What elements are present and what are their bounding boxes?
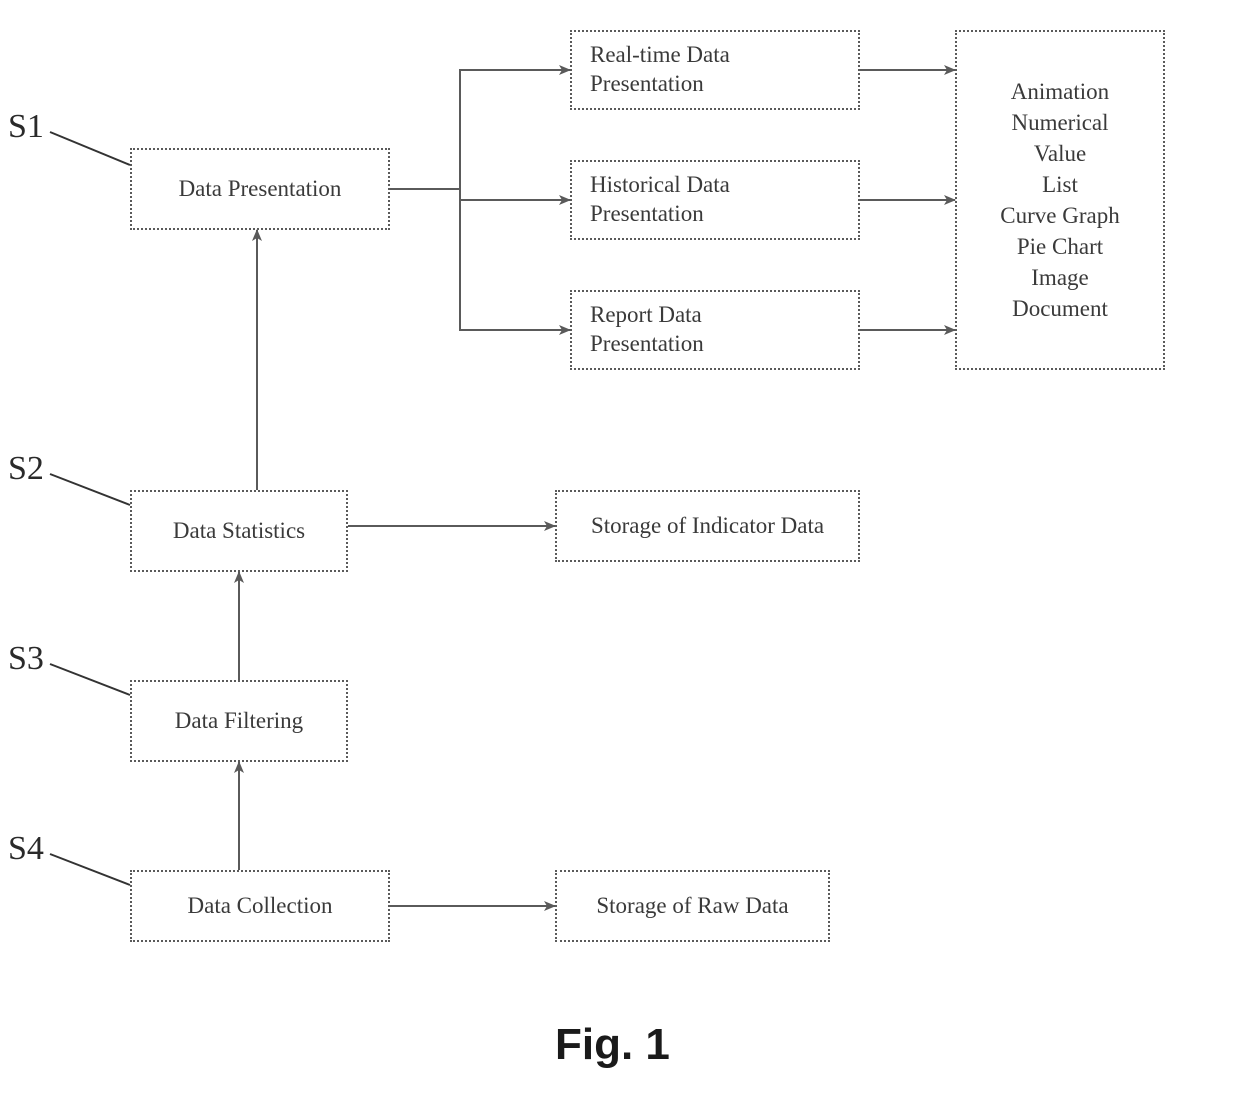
- node-data-filtering: Data Filtering: [130, 680, 348, 762]
- output-item: Document: [1012, 293, 1108, 324]
- node-data-presentation: Data Presentation: [130, 148, 390, 230]
- node-report-presentation: Report DataPresentation: [570, 290, 860, 370]
- output-item: Curve Graph: [1000, 200, 1119, 231]
- node-data-collection: Data Collection: [130, 870, 390, 942]
- output-item: Numerical: [1011, 107, 1108, 138]
- output-item: Value: [1034, 138, 1086, 169]
- output-item: List: [1042, 169, 1078, 200]
- output-item: Animation: [1011, 76, 1109, 107]
- output-item: Image: [1031, 262, 1088, 293]
- diagram-canvas: S1 S2 S3 S4 Data Presentation Data Stati…: [0, 0, 1240, 1099]
- node-output-list: Animation Numerical Value List Curve Gra…: [955, 30, 1165, 370]
- step-label-s1: S1: [8, 108, 44, 146]
- step-label-s4: S4: [8, 830, 44, 868]
- node-data-statistics: Data Statistics: [130, 490, 348, 572]
- node-realtime-presentation: Real-time DataPresentation: [570, 30, 860, 110]
- step-label-s3: S3: [8, 640, 44, 678]
- output-item: Pie Chart: [1017, 231, 1103, 262]
- figure-caption: Fig. 1: [555, 1020, 670, 1070]
- step-label-s2: S2: [8, 450, 44, 488]
- node-historical-presentation: Historical DataPresentation: [570, 160, 860, 240]
- node-storage-raw: Storage of Raw Data: [555, 870, 830, 942]
- node-storage-indicator: Storage of Indicator Data: [555, 490, 860, 562]
